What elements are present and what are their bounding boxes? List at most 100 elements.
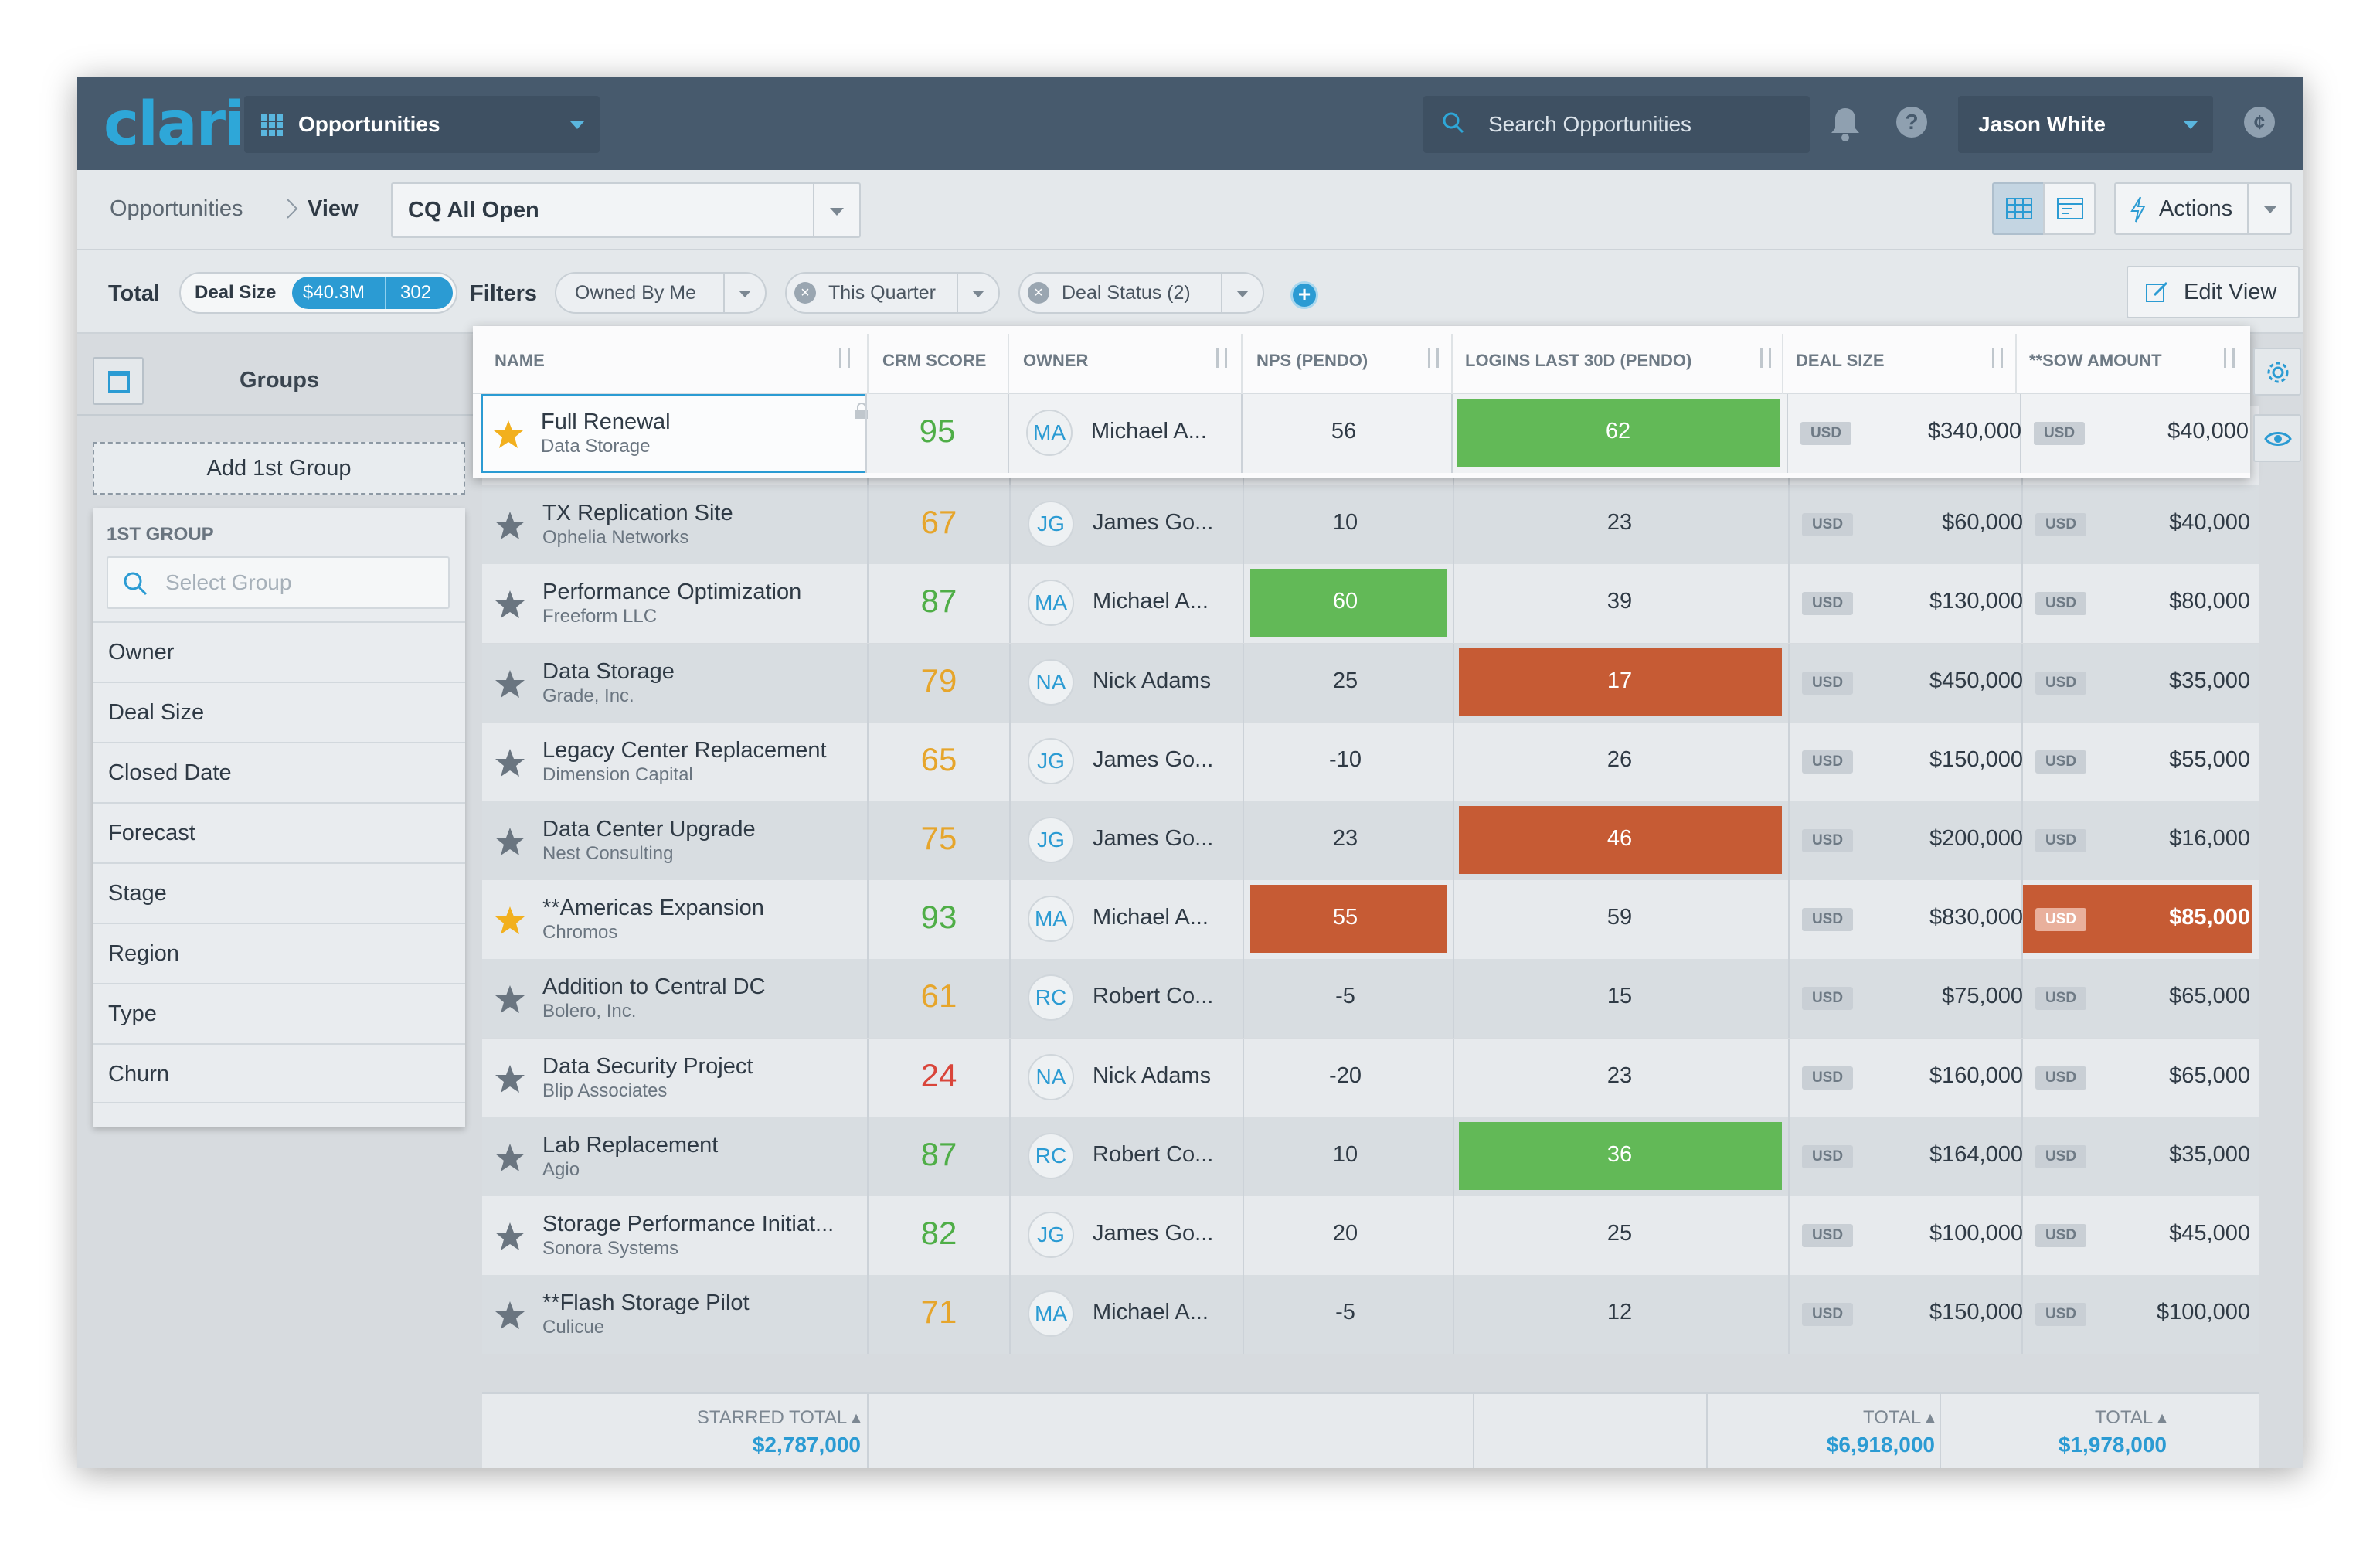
table-row[interactable]: Data Storage Grade, Inc. 79 NA Nick Adams 25 1… — [482, 643, 2259, 722]
app-switcher[interactable]: Opportunities — [244, 96, 600, 153]
account-name[interactable]: Culicue — [542, 1317, 605, 1338]
star-icon[interactable] — [495, 1142, 525, 1173]
actions-button[interactable]: Actions — [2114, 182, 2292, 235]
user-menu[interactable]: Jason White — [1958, 96, 2213, 153]
table-row[interactable]: Storage Performance Initiat... Sonora Sys… — [482, 1196, 2259, 1275]
selected-table-row[interactable]: Full Renewal Data Storage 95 MA Michael A...… — [481, 394, 2250, 473]
account-name[interactable]: Sonora Systems — [542, 1238, 679, 1259]
group-option[interactable]: Closed Date — [93, 742, 465, 802]
column-resize-handle[interactable] — [1216, 348, 1227, 368]
avatar[interactable]: NA — [1028, 658, 1074, 706]
deal-name[interactable]: Addition to Central DC — [542, 974, 766, 1000]
avatar[interactable]: RC — [1028, 1132, 1074, 1179]
avatar[interactable]: MA — [1028, 580, 1074, 627]
owner-name[interactable]: James Go... — [1093, 510, 1214, 536]
account-name[interactable]: Ophelia Networks — [542, 527, 689, 549]
owner-name[interactable]: Robert Co... — [1093, 984, 1214, 1009]
star-icon[interactable] — [495, 1300, 525, 1331]
deal-name[interactable]: **Flash Storage Pilot — [542, 1290, 750, 1316]
breadcrumb-root[interactable]: Opportunities — [110, 196, 243, 221]
group-option[interactable]: Owner — [93, 621, 465, 682]
filter-this-quarter[interactable]: × This Quarter — [785, 272, 1000, 314]
avatar[interactable]: JG — [1028, 737, 1074, 784]
account-name[interactable]: Bolero, Inc. — [542, 1001, 637, 1022]
star-icon[interactable] — [495, 668, 525, 699]
coin-icon[interactable]: ¢ — [2244, 107, 2275, 138]
group-option[interactable]: Churn — [93, 1043, 465, 1103]
star-icon[interactable] — [495, 826, 525, 857]
avatar[interactable]: NA — [1028, 1053, 1074, 1100]
account-name[interactable]: Freeform LLC — [542, 606, 658, 627]
deal-name[interactable]: Performance Optimization — [542, 580, 802, 605]
star-icon[interactable] — [495, 747, 525, 778]
column-header-name[interactable]: NAME — [495, 351, 545, 370]
column-resize-handle[interactable] — [1428, 348, 1439, 368]
owner-name[interactable]: Nick Adams — [1093, 668, 1212, 693]
avatar[interactable]: JG — [1028, 817, 1074, 863]
owner-name[interactable]: Michael A... — [1091, 419, 1207, 444]
account-name[interactable]: Dimension Capital — [542, 763, 693, 785]
sow-total-label[interactable]: TOTAL ▴ — [2095, 1407, 2167, 1428]
column-resize-handle[interactable] — [1992, 348, 2003, 368]
help-icon[interactable]: ? — [1896, 107, 1927, 138]
avatar[interactable]: MA — [1028, 1290, 1074, 1338]
star-icon[interactable] — [495, 510, 525, 541]
table-row[interactable]: TX Replication Site Ophelia Networks 67 JG J… — [482, 485, 2259, 565]
avatar[interactable]: MA — [1028, 896, 1074, 943]
remove-filter-icon[interactable]: × — [794, 282, 816, 304]
group-option[interactable]: Type — [93, 983, 465, 1043]
view-selector[interactable]: CQ All Open — [391, 182, 861, 238]
deal-total-label[interactable]: TOTAL ▴ — [1863, 1407, 1935, 1428]
table-view-button[interactable] — [1992, 182, 2045, 235]
star-icon[interactable] — [495, 1221, 525, 1252]
selected-name-cell[interactable] — [481, 394, 868, 473]
column-header-deal-size[interactable]: DEAL SIZE — [1796, 351, 1885, 370]
deal-name[interactable]: Legacy Center Replacement — [542, 737, 827, 763]
account-name[interactable]: Chromos — [542, 922, 618, 944]
owner-name[interactable]: Nick Adams — [1093, 1062, 1212, 1088]
column-header-owner[interactable]: OWNER — [1023, 351, 1089, 370]
table-row[interactable]: Data Security Project Blip Associates 24 NA… — [482, 1038, 2259, 1117]
column-header-logins[interactable]: LOGINS LAST 30D (PENDO) — [1465, 351, 1692, 370]
star-icon[interactable] — [495, 905, 525, 936]
filter-owned-by-me[interactable]: Owned By Me — [555, 272, 767, 314]
avatar[interactable]: JG — [1028, 1212, 1074, 1258]
owner-name[interactable]: Michael A... — [1093, 589, 1209, 614]
account-name[interactable]: Data Storage — [541, 436, 651, 457]
deal-name[interactable]: Lab Replacement — [542, 1132, 719, 1158]
collapse-groups-button[interactable] — [93, 357, 144, 405]
deal-name[interactable]: **Americas Expansion — [542, 896, 764, 921]
account-name[interactable]: Agio — [542, 1158, 580, 1180]
table-row[interactable]: **Americas Expansion Chromos 93 MA Michael A… — [482, 880, 2259, 960]
deal-size-summary[interactable]: Deal Size $40.3M 302 — [179, 272, 457, 314]
visibility-button[interactable] — [2253, 414, 2301, 462]
deal-name[interactable]: Data Security Project — [542, 1053, 753, 1079]
table-row[interactable]: Lab Replacement Agio 87 RC Robert Co... 10 36 U… — [482, 1117, 2259, 1196]
owner-name[interactable]: James Go... — [1093, 1221, 1214, 1246]
owner-name[interactable]: Michael A... — [1093, 905, 1209, 930]
star-icon[interactable] — [493, 419, 524, 450]
clari-logo[interactable]: clari — [104, 90, 245, 159]
table-settings-button[interactable] — [2253, 348, 2301, 396]
column-resize-handle[interactable] — [839, 348, 850, 368]
starred-total-label[interactable]: STARRED TOTAL ▴ — [696, 1407, 861, 1428]
column-resize-handle[interactable] — [1760, 348, 1771, 368]
group-option[interactable]: Forecast — [93, 802, 465, 862]
column-header-crm-score[interactable]: CRM SCORE — [882, 351, 987, 370]
deal-name[interactable]: Full Renewal — [541, 410, 671, 434]
account-name[interactable]: Grade, Inc. — [542, 685, 634, 706]
column-resize-handle[interactable] — [2224, 348, 2235, 368]
group-option[interactable]: Stage — [93, 862, 465, 923]
star-icon[interactable] — [495, 1063, 525, 1094]
bell-icon[interactable] — [1828, 105, 1862, 142]
deal-name[interactable]: Data Storage — [542, 658, 675, 684]
table-row[interactable]: Performance Optimization Freeform LLC 87 MA… — [482, 564, 2259, 644]
group-search-input[interactable]: Select Group — [107, 556, 450, 609]
owner-name[interactable]: Michael A... — [1093, 1300, 1209, 1325]
group-option[interactable]: Region — [93, 923, 465, 983]
account-name[interactable]: Blip Associates — [542, 1080, 668, 1101]
add-group-button[interactable]: Add 1st Group — [93, 442, 465, 495]
add-filter-button[interactable]: + — [1290, 281, 1318, 309]
filter-deal-status[interactable]: × Deal Status (2) — [1018, 272, 1264, 314]
deal-name[interactable]: Data Center Upgrade — [542, 817, 756, 842]
